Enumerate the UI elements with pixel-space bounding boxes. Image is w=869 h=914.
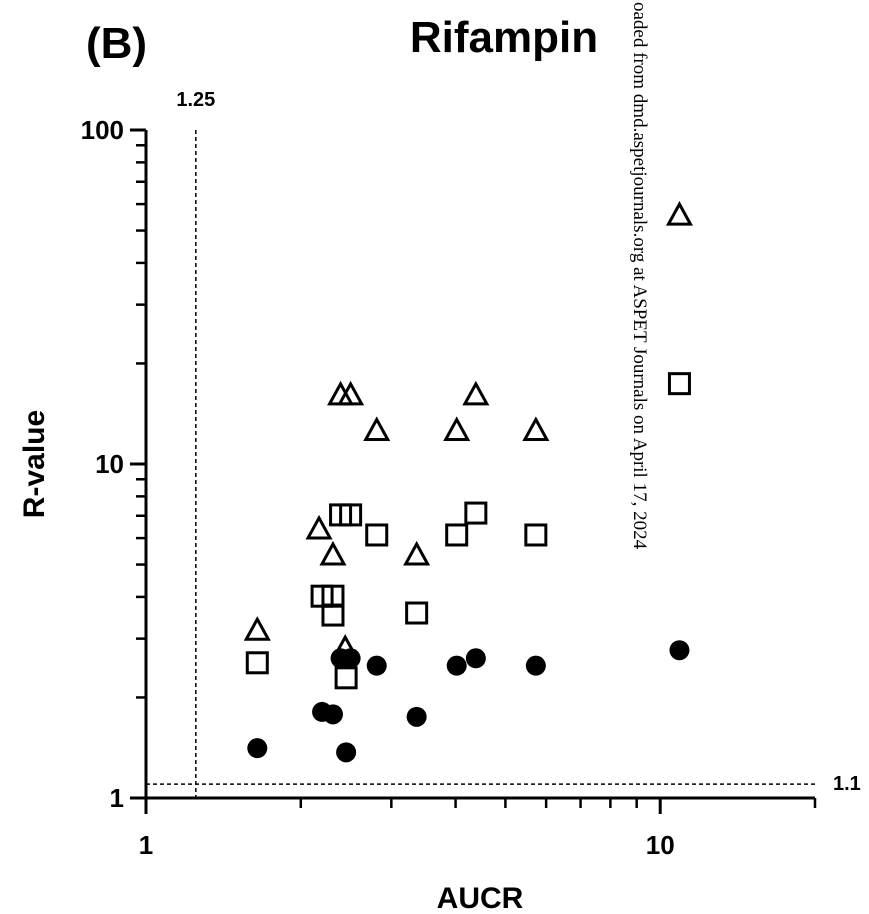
x-axis-label: AUCR [437,882,524,914]
chart-title: Rifampin [410,13,598,62]
square-point [334,666,358,690]
square-point [321,603,345,627]
reference-label: 1.25 [176,89,215,111]
circle-point [525,655,546,676]
reference-label: 1.1 [833,773,861,795]
triangle-point [319,540,347,566]
panel-label: (B) [86,19,147,68]
triangle-point [443,416,471,441]
x-tick-label: 1 [139,830,153,860]
triangle-point [337,380,365,406]
triangle-point [243,616,271,641]
circle-point [336,742,357,763]
square-point [245,651,269,675]
circle-point [247,738,268,759]
square-point [667,372,691,396]
triangle-point [462,380,490,406]
circle-point [406,706,427,727]
circle-point [366,655,387,676]
circle-point [669,640,690,661]
triangle-point [305,514,333,540]
y-tick-label: 100 [81,115,124,145]
y-tick-label: 10 [95,449,124,479]
square-point [464,501,488,525]
watermark: oaded from dmd.aspetjournals.org at ASPE… [629,2,650,550]
triangle-point [363,416,391,441]
circle-point [322,704,343,725]
square-point [445,523,469,547]
x-tick-label: 10 [646,830,675,860]
circle-point [465,648,486,669]
y-tick-label: 1 [110,783,124,813]
circle-point [446,655,467,676]
triangle-point [522,416,550,441]
square-point [405,601,429,625]
square-point [365,523,389,547]
triangle-point [403,540,431,566]
square-point [339,503,363,527]
y-axis-label: R-value [18,410,51,518]
circle-point [340,648,361,669]
square-point [524,523,548,547]
triangle-point [665,201,693,226]
